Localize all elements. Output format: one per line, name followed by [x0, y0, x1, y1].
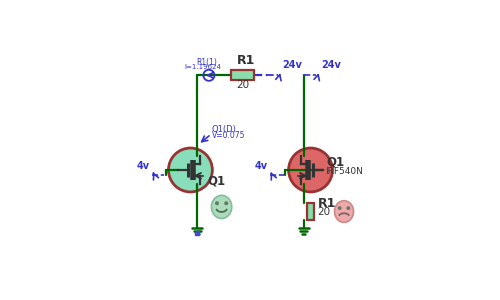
Text: 24v: 24v	[321, 60, 341, 70]
Text: Q1: Q1	[208, 175, 226, 188]
Circle shape	[347, 207, 350, 209]
Circle shape	[168, 148, 212, 192]
Text: 4v: 4v	[137, 161, 150, 171]
Circle shape	[288, 148, 333, 192]
Circle shape	[216, 202, 218, 205]
FancyBboxPatch shape	[307, 203, 314, 220]
Ellipse shape	[334, 201, 353, 222]
Text: 20: 20	[236, 80, 249, 90]
Text: Q1(D): Q1(D)	[212, 125, 236, 134]
Text: I=1.19624: I=1.19624	[184, 64, 222, 70]
Text: R1: R1	[236, 54, 255, 67]
Circle shape	[225, 202, 228, 205]
Text: 24v: 24v	[282, 60, 302, 70]
Text: R1: R1	[318, 197, 336, 210]
FancyBboxPatch shape	[231, 70, 254, 80]
Text: IRF540N: IRF540N	[326, 167, 364, 176]
Text: R1(1): R1(1)	[196, 58, 217, 67]
Ellipse shape	[212, 195, 232, 218]
Text: 20: 20	[318, 207, 330, 217]
Text: 4v: 4v	[254, 161, 268, 171]
Circle shape	[338, 207, 341, 209]
Bar	[196, 231, 199, 235]
Text: V=0.075: V=0.075	[212, 130, 245, 140]
Text: Q1: Q1	[326, 156, 344, 169]
